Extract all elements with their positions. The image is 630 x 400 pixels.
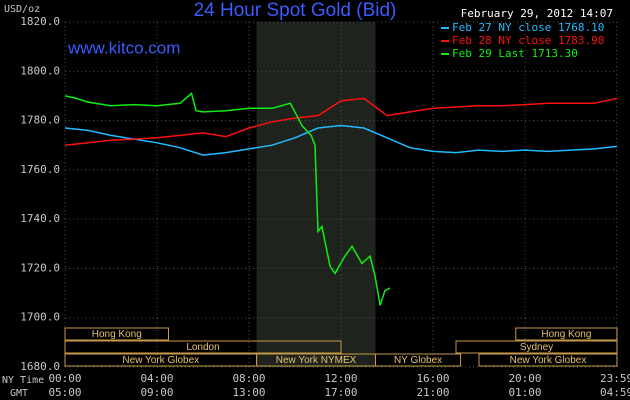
x2-tick-label: 05:00 [48,386,81,399]
session-box [375,353,462,367]
x-tick-label: 00:00 [48,372,81,385]
y-tick-label: 1760.0 [20,163,60,176]
x2-tick-label: 17:00 [324,386,357,399]
x-tick-label: 04:00 [140,372,173,385]
session-label: New York NYMEX [276,355,357,366]
legend-label: Feb 28 NY close 1783.90 [452,34,604,47]
session-label: New York Globex [122,355,199,366]
y-tick-label: 1720.0 [20,261,60,274]
session-box [478,353,618,367]
session-label: Hong Kong [92,329,142,340]
price-line [64,92,391,306]
session-label: NY Globex [394,355,442,366]
legend-label: Feb 27 NY close 1768.10 [452,21,604,34]
price-line [64,124,618,156]
y-tick-label: 1780.0 [20,114,60,127]
x-tick-label: 23:59 [600,372,630,385]
y-tick-label: 1740.0 [20,212,60,225]
x2-tick-label: 01:00 [508,386,541,399]
x2-tick-label: 09:00 [140,386,173,399]
timestamp: February 29, 2012 14:07 [461,7,613,20]
chart-title: 24 Hour Spot Gold (Bid) [194,0,397,21]
x2-axis-label: GMT [10,388,28,399]
x2-tick-label: 21:00 [416,386,449,399]
x-tick-label: 20:00 [508,372,541,385]
session-label: London [186,342,219,353]
y-tick-label: 1800.0 [20,64,60,77]
y-tick-label: 1820.0 [20,15,60,28]
x-tick-label: 16:00 [416,372,449,385]
x-tick-label: 12:00 [324,372,357,385]
y-tick-label: 1680.0 [20,360,60,373]
session-box [64,340,342,354]
session-box [64,327,169,341]
x-axis-label: NY Time [2,375,44,386]
session-box [455,340,618,354]
watermark: www.kitco.com [67,38,180,57]
y-tick-label: 1700.0 [20,311,60,324]
legend-label: Feb 29 Last 1713.30 [452,47,578,60]
x-tick-label: 08:00 [232,372,265,385]
x2-tick-label: 04:59 [600,386,630,399]
session-label: New York Globex [510,355,587,366]
price-line [64,97,618,146]
session-label: Hong Kong [541,329,591,340]
y-axis-label: USD/oz [4,4,40,15]
session-box [515,327,618,341]
session-label: Sydney [520,342,553,353]
x2-tick-label: 13:00 [232,386,265,399]
